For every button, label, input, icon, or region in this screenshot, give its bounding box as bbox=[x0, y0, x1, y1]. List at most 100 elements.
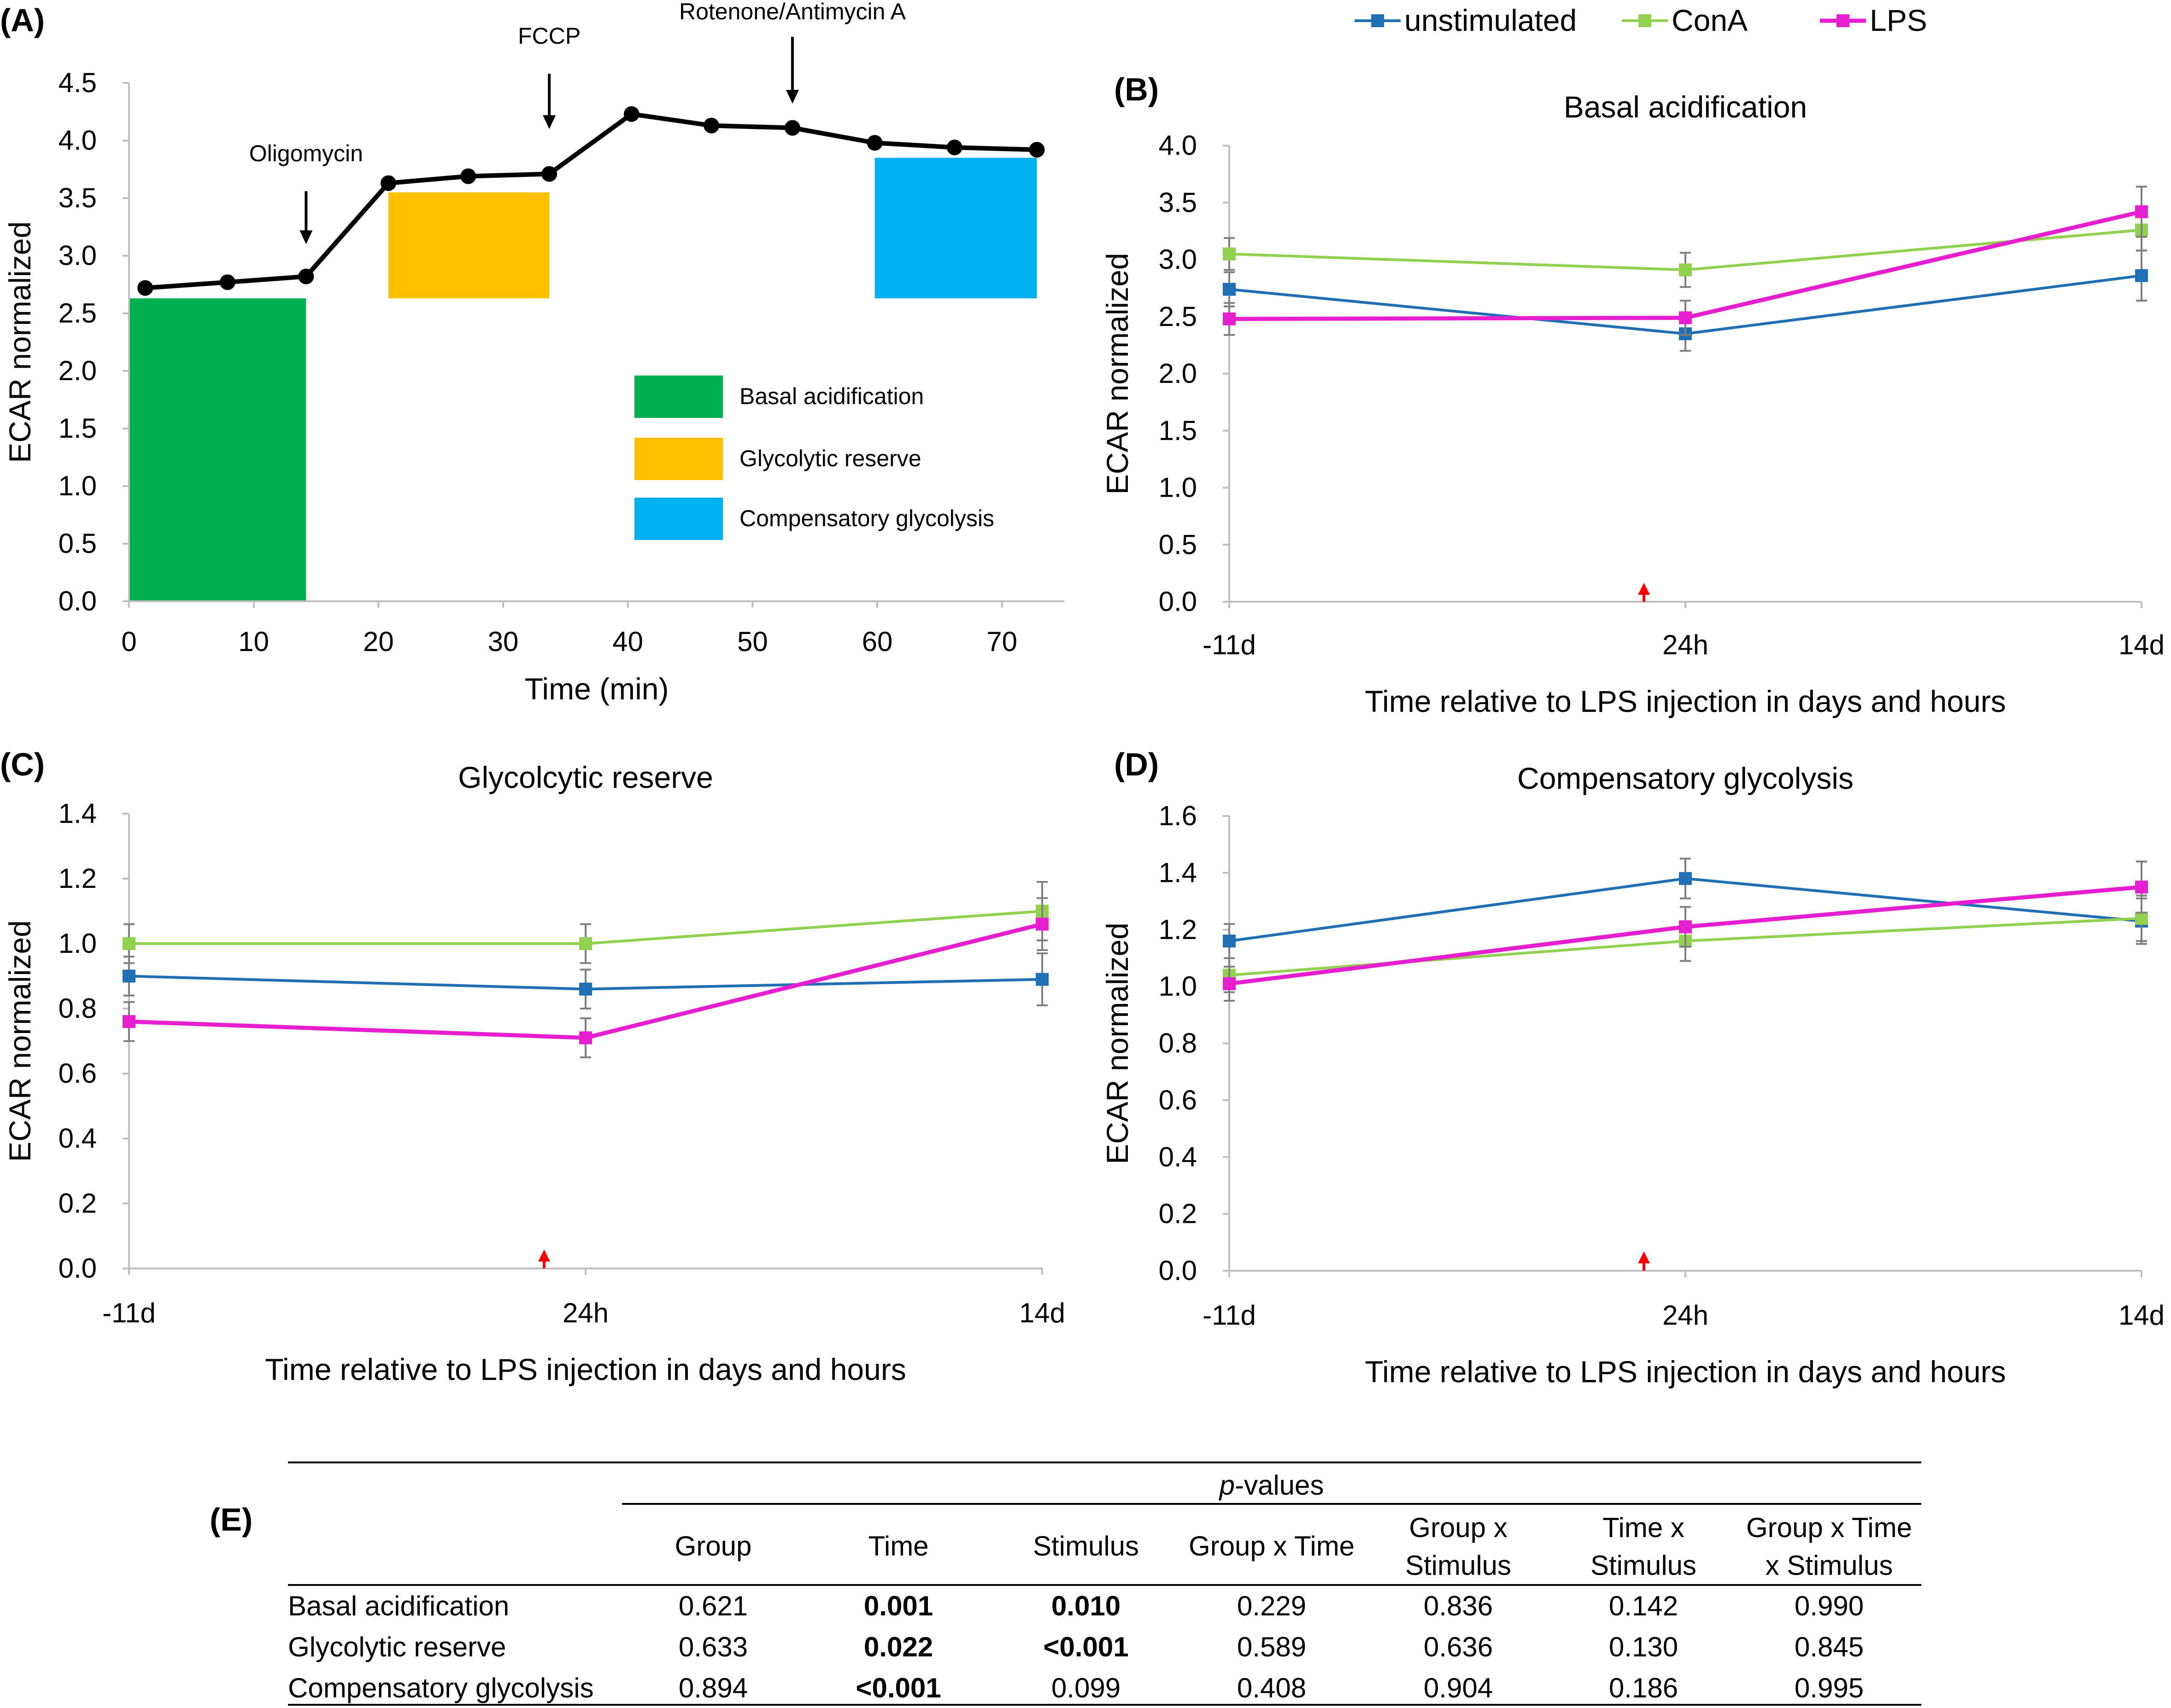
series-LPS-d bbox=[1223, 860, 2148, 1002]
data-point-LPS bbox=[1036, 917, 1049, 931]
y-axis-label-c: ECAR normalized bbox=[3, 920, 37, 1162]
y-tick-label-c: 0.8 bbox=[59, 993, 97, 1024]
y-tick-label-b: 3.5 bbox=[1159, 187, 1197, 218]
y-tick-label-d: 0.8 bbox=[1159, 1028, 1197, 1059]
y-tick-label-a: 1.5 bbox=[59, 413, 97, 444]
table-row: Basal acidification 0.621 0.001 0.010 0.229 0… bbox=[288, 1591, 1864, 1621]
table-col-header: Group x Time bbox=[1746, 1512, 1912, 1543]
data-point-ConA bbox=[579, 937, 592, 950]
ecar-point bbox=[460, 168, 476, 184]
annotation-label: FCCP bbox=[518, 23, 581, 49]
data-point-LPS bbox=[1679, 311, 1692, 324]
y-tick-label-a: 2.5 bbox=[59, 298, 97, 329]
y-tick-label-a: 1.0 bbox=[59, 470, 97, 501]
y-tick-label-d: 0.2 bbox=[1159, 1198, 1197, 1229]
table-cell: 0.995 bbox=[1795, 1673, 1864, 1703]
table-cell: 0.621 bbox=[679, 1591, 748, 1621]
panel-title-c: Glycolcytic reserve bbox=[458, 760, 713, 794]
annotation-arrow bbox=[299, 191, 313, 244]
table-col-header: Stimulus bbox=[1033, 1531, 1139, 1561]
y-tick-label-a: 0.5 bbox=[59, 528, 97, 559]
y-tick-label-d: 1.2 bbox=[1159, 914, 1197, 945]
y-tick-label-b: 2.5 bbox=[1159, 301, 1197, 332]
y-tick-label-d: 0.6 bbox=[1159, 1085, 1197, 1115]
data-point-ConA bbox=[1679, 263, 1692, 276]
y-tick-label-c: 1.4 bbox=[59, 798, 97, 829]
panel-d: (D) Compensatory glycolysis 0.0 0.2 0.4 0.6 0.… bbox=[1100, 746, 2165, 1389]
table-col-header: Time x bbox=[1602, 1512, 1684, 1543]
ecar-point bbox=[137, 280, 153, 296]
table-col-header: Group bbox=[675, 1531, 752, 1561]
ecar-point bbox=[541, 166, 557, 182]
table-cell: 0.904 bbox=[1424, 1673, 1493, 1703]
table-row: Compensatory glycolysis 0.894 <0.001 0.099 0… bbox=[288, 1673, 1864, 1703]
legend-marker-unstimulated bbox=[1371, 14, 1384, 27]
ecar-line bbox=[145, 112, 1037, 290]
legend-swatch-glycolytic bbox=[634, 438, 723, 480]
x-tick-label-d: 14d bbox=[2118, 1300, 2165, 1331]
table-cell: 0.142 bbox=[1609, 1591, 1678, 1621]
x-tick-label-a: 30 bbox=[488, 626, 519, 657]
x-tick-label-a: 60 bbox=[862, 626, 893, 657]
y-axis-label-a: ECAR normalized bbox=[3, 221, 37, 463]
table-cell: 0.845 bbox=[1795, 1632, 1864, 1662]
data-point-unstimulated bbox=[1679, 872, 1692, 885]
y-tick-label-b: 1.0 bbox=[1159, 472, 1197, 503]
data-point-ConA bbox=[2135, 912, 2148, 925]
series-ConA-c bbox=[123, 881, 1049, 964]
x-tick-label-a: 70 bbox=[986, 626, 1017, 657]
data-point-LPS bbox=[1223, 977, 1236, 990]
data-point-unstimulated bbox=[1223, 282, 1236, 296]
legend-label-LPS: LPS bbox=[1870, 3, 1927, 37]
lps-injection-arrow-b bbox=[1638, 583, 1650, 602]
panel-label-e: (E) bbox=[210, 1502, 252, 1538]
data-point-LPS bbox=[1679, 920, 1692, 933]
panel-e-table: (E) p-values Group Time Stimulus Group x Time… bbox=[210, 1461, 1921, 1706]
y-tick-label-b: 0.0 bbox=[1159, 586, 1197, 617]
table-cell: 0.633 bbox=[679, 1632, 748, 1662]
legend-swatch-compensatory bbox=[634, 498, 723, 540]
super-header-p: p bbox=[1219, 1470, 1235, 1501]
table-row-label: Glycolytic reserve bbox=[288, 1632, 506, 1662]
ecar-point bbox=[298, 269, 314, 284]
region-glycolytic bbox=[388, 192, 550, 299]
x-tick-label-d: -11d bbox=[1203, 1300, 1256, 1331]
table-super-header: p-values bbox=[1219, 1470, 1324, 1501]
table-cell: 0.130 bbox=[1609, 1632, 1678, 1662]
table-cell: 0.099 bbox=[1051, 1673, 1121, 1703]
lps-injection-arrow-d-head bbox=[1638, 1251, 1650, 1263]
lps-injection-arrow-d bbox=[1638, 1251, 1650, 1271]
table-row-label: Basal acidification bbox=[288, 1591, 509, 1621]
lps-injection-arrow-c bbox=[538, 1250, 550, 1268]
panel-label-b: (B) bbox=[1114, 71, 1159, 107]
table-row: Glycolytic reserve 0.633 0.022 <0.001 0.589 0… bbox=[288, 1632, 1864, 1662]
legend-entry: Compensatory glycolysis bbox=[739, 505, 994, 531]
legend-marker-LPS bbox=[1837, 14, 1849, 27]
panel-title-b: Basal acidification bbox=[1564, 90, 1807, 124]
x-tick-label-c: 14d bbox=[1019, 1297, 1065, 1328]
y-tick-label-b: 3.0 bbox=[1159, 244, 1197, 275]
y-axis-label-d: ECAR normalized bbox=[1100, 922, 1134, 1164]
x-axis-label-a: Time (min) bbox=[525, 672, 669, 706]
y-tick-label-a: 3.0 bbox=[59, 240, 97, 271]
table-cell: 0.408 bbox=[1237, 1673, 1306, 1703]
data-point-ConA bbox=[1223, 247, 1236, 261]
series-legend: unstimulated ConA LPS bbox=[1355, 3, 1927, 37]
y-axis-label-b: ECAR normalized bbox=[1100, 253, 1134, 495]
table-cell: 0.836 bbox=[1424, 1591, 1493, 1621]
panel-title-d: Compensatory glycolysis bbox=[1517, 761, 1854, 795]
table-cell: 0.001 bbox=[864, 1591, 933, 1621]
series-unstimulated-c bbox=[123, 952, 1049, 1010]
legend-label-unstimulated: unstimulated bbox=[1404, 3, 1577, 37]
y-tick-label-c: 0.4 bbox=[59, 1123, 97, 1154]
x-tick-label-d: 24h bbox=[1662, 1300, 1708, 1331]
y-tick-label-c: 0.6 bbox=[59, 1058, 97, 1089]
y-tick-label-b: 2.0 bbox=[1159, 358, 1197, 389]
legend-entry: Basal acidification bbox=[739, 383, 924, 409]
annotation-arrow-head bbox=[786, 90, 799, 104]
x-tick-label-a: 10 bbox=[238, 626, 269, 657]
data-point-LPS bbox=[2135, 880, 2148, 894]
y-tick-label-d: 0.0 bbox=[1159, 1255, 1197, 1286]
lps-injection-arrow-b-head bbox=[1638, 583, 1650, 595]
